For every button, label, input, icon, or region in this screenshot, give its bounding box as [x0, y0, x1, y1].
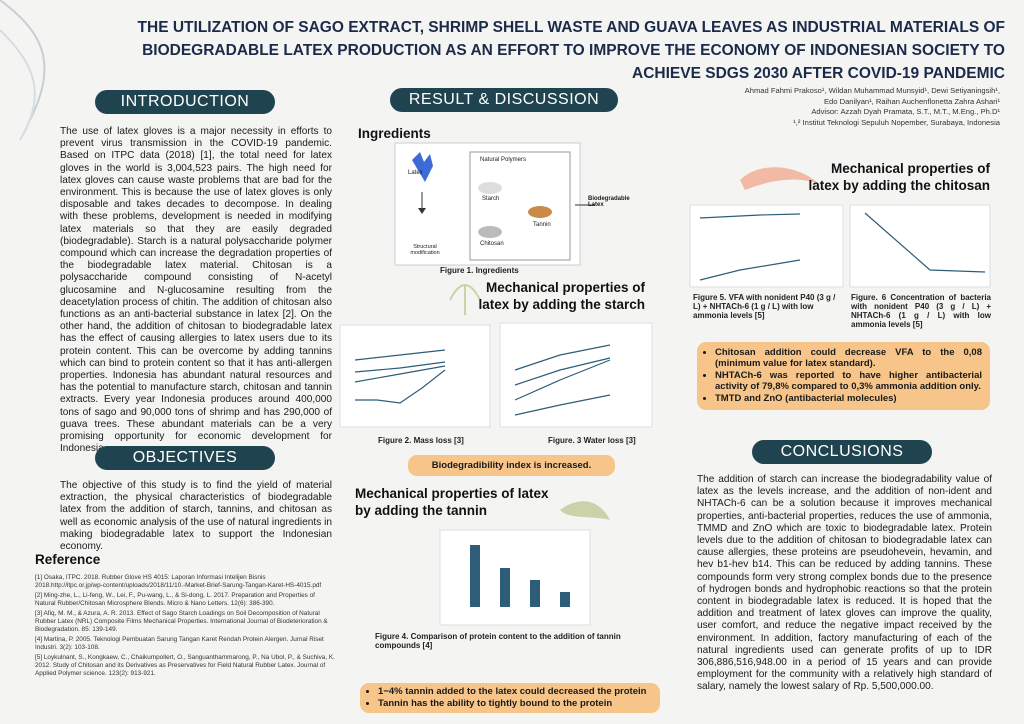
section-heading: OBJECTIVES — [95, 446, 275, 470]
caption: Figure. 3 Water loss [3] — [548, 436, 636, 445]
reference: [5] Loykulnant, S., Kongkaew, C., Chaiku… — [35, 654, 335, 677]
diagram-label: Biodegradable Latex — [588, 196, 630, 208]
section-heading: CONCLUSIONS — [752, 440, 932, 464]
title: THE UTILIZATION OF SAGO EXTRACT, SHRIMP … — [137, 19, 1005, 82]
reference-list: [1] Osaka, ITPC. 2018. Rubber Glove HS 4… — [35, 574, 335, 680]
caption: Figure. 6 Concentration of bacteria with… — [851, 293, 991, 329]
caption: Figure 2. Mass loss [3] — [378, 436, 464, 445]
section-heading: INTRODUCTION — [95, 90, 275, 114]
diagram-label: Natural Polymers — [480, 157, 527, 163]
subheading: Ingredients — [358, 126, 431, 141]
bullet: Chitosan addition could decrease VFA to … — [715, 347, 982, 369]
author-line: Ahmad Fahmi Prakoso¹, Wildan Muhammad Mu… — [744, 86, 1000, 95]
paragraph: The objective of this study is to find t… — [60, 480, 332, 553]
authors: Ahmad Fahmi Prakoso¹, Wildan Muhammad Mu… — [620, 86, 1000, 128]
caption: Figure 5. VFA with nonident P40 (3 g / L… — [693, 293, 836, 320]
author-line: Edo Danilyan¹, Raihan Auchenflonetta Zah… — [823, 96, 1000, 106]
diagram-label: Latex — [408, 170, 423, 176]
reference: [1] Osaka, ITPC. 2018. Rubber Glove HS 4… — [35, 574, 322, 589]
bullet: 1−4% tannin added to the latex could dec… — [378, 686, 652, 697]
section-heading: RESULT & DISCUSSION — [390, 88, 618, 112]
bullet: NHTACh-6 was reported to have higher ant… — [715, 370, 982, 392]
callout: Chitosan addition could decrease VFA to … — [697, 342, 990, 410]
reference: [2] Ming-zhe, L., Li-feng, W., Lei, F., … — [35, 592, 315, 607]
reference-heading: Reference — [35, 552, 101, 567]
diagram-label: Tannin — [533, 222, 551, 228]
callout: Biodegradibility index is increased. — [408, 455, 615, 476]
bullet: TMTD and ZnO (antibacterial molecules) — [715, 393, 982, 404]
reference: [4] Martina, P. 2005. Teknologi Pembuata… — [35, 636, 324, 651]
subheading: Mechanical properties of latex by adding… — [478, 280, 645, 312]
diagram-label: Chitosan — [480, 241, 504, 247]
paragraph: The addition of starch can increase the … — [697, 474, 992, 693]
callout: 1−4% tannin added to the latex could dec… — [360, 683, 660, 713]
subheading: Mechanical properties of latex by adding… — [808, 161, 990, 193]
author-line: ¹,² Institut Teknologi Sepuluh Nopember,… — [793, 117, 1000, 127]
subheading: Mechanical properties of latex by adding… — [355, 486, 549, 518]
diagram-label: Starch — [482, 196, 500, 202]
reference: [3] Afiq, M. M., & Azura, A. R. 2013. Ef… — [35, 610, 328, 633]
caption: Figure 1. Ingredients — [440, 266, 519, 275]
diagram-label: Structural modification — [410, 244, 440, 256]
paragraph: The use of latex gloves is a major neces… — [60, 126, 332, 455]
bullet: Tannin has the ability to tightly bound … — [378, 698, 652, 709]
author-line: Advisor: Azzah Dyah Pramata, S.T., M.T.,… — [811, 107, 1000, 116]
caption: Figure 4. Comparison of protein content … — [375, 632, 621, 650]
